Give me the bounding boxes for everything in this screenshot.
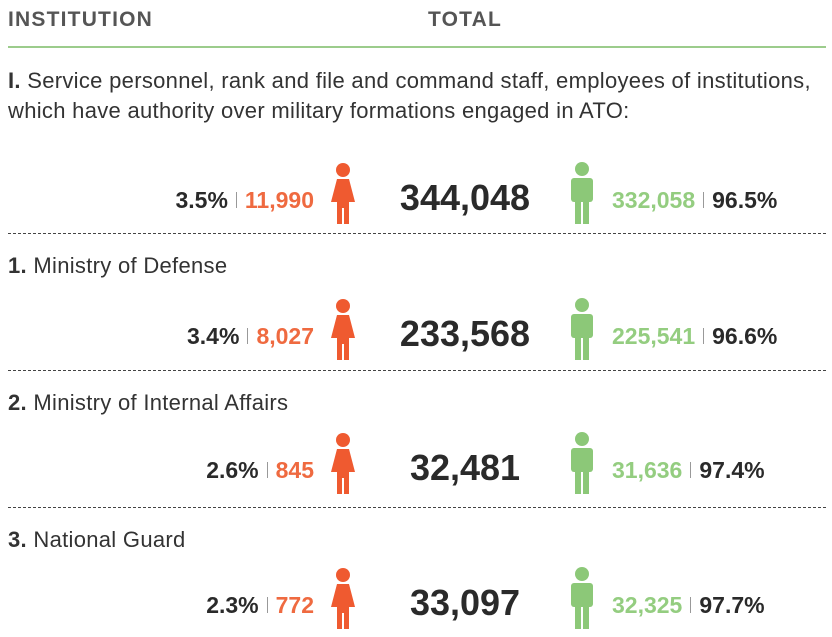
male-percent: 97.4% [699,456,765,483]
total: 32,481 [409,447,521,488]
total: 344,048 [399,177,531,218]
total: 33,097 [409,582,521,623]
male-percent: 97.7% [699,591,765,618]
female-percent: 2.6% [206,456,259,483]
row-label: Service personnel, rank and file and com… [8,68,811,123]
row-number: I. [8,68,21,93]
separator [703,328,705,344]
row-divider [8,233,826,234]
female-count: 11,990 [244,186,314,213]
separator [247,328,249,344]
female-stats: 3.4% 8,027 [187,316,314,356]
row-label: Ministry of Defense [33,253,228,278]
separator [690,597,692,613]
male-icon [567,567,597,634]
male-stats: 332,058 96.5% [612,180,777,220]
row-title: 3. National Guard [8,525,826,555]
female-count: 845 [275,456,314,483]
row-number: 2. [8,390,27,415]
female-percent: 3.5% [175,186,228,213]
row-title: I. Service personnel, rank and file and … [8,66,826,126]
male-count: 32,325 [612,591,683,618]
male-stats: 32,325 97.7% [612,585,765,625]
female-stats: 2.3% 772 [206,585,314,625]
row-title: 2. Ministry of Internal Affairs [8,388,826,418]
male-stats: 31,636 97.4% [612,450,765,490]
male-percent: 96.5% [712,186,778,213]
total: 233,568 [399,313,531,354]
separator [703,192,705,208]
female-percent: 3.4% [187,322,240,349]
male-icon [567,298,597,365]
male-count: 225,541 [612,322,696,349]
female-percent: 2.3% [206,591,259,618]
row-title: 1. Ministry of Defense [8,251,826,281]
separator [266,597,268,613]
male-count: 332,058 [612,186,696,213]
row-label: National Guard [33,527,186,552]
row-label: Ministry of Internal Affairs [33,390,289,415]
female-icon [328,567,358,634]
column-header: INSTITUTION [8,8,154,31]
female-icon [328,298,358,365]
column-header: TOTAL [428,8,503,31]
row-number: 1. [8,253,27,278]
female-count: 772 [275,591,314,618]
female-icon [328,162,358,229]
female-count: 8,027 [256,322,314,349]
male-icon [567,432,597,499]
row-divider [8,370,826,371]
male-count: 31,636 [612,456,683,483]
separator [690,462,692,478]
male-stats: 225,541 96.6% [612,316,777,356]
header-rule [8,46,826,48]
female-stats: 3.5% 11,990 [175,180,314,220]
female-stats: 2.6% 845 [206,450,314,490]
row-divider [8,507,826,508]
row-number: 3. [8,527,27,552]
separator [266,462,268,478]
female-icon [328,432,358,499]
male-percent: 96.6% [712,322,778,349]
separator [235,192,237,208]
male-icon [567,162,597,229]
